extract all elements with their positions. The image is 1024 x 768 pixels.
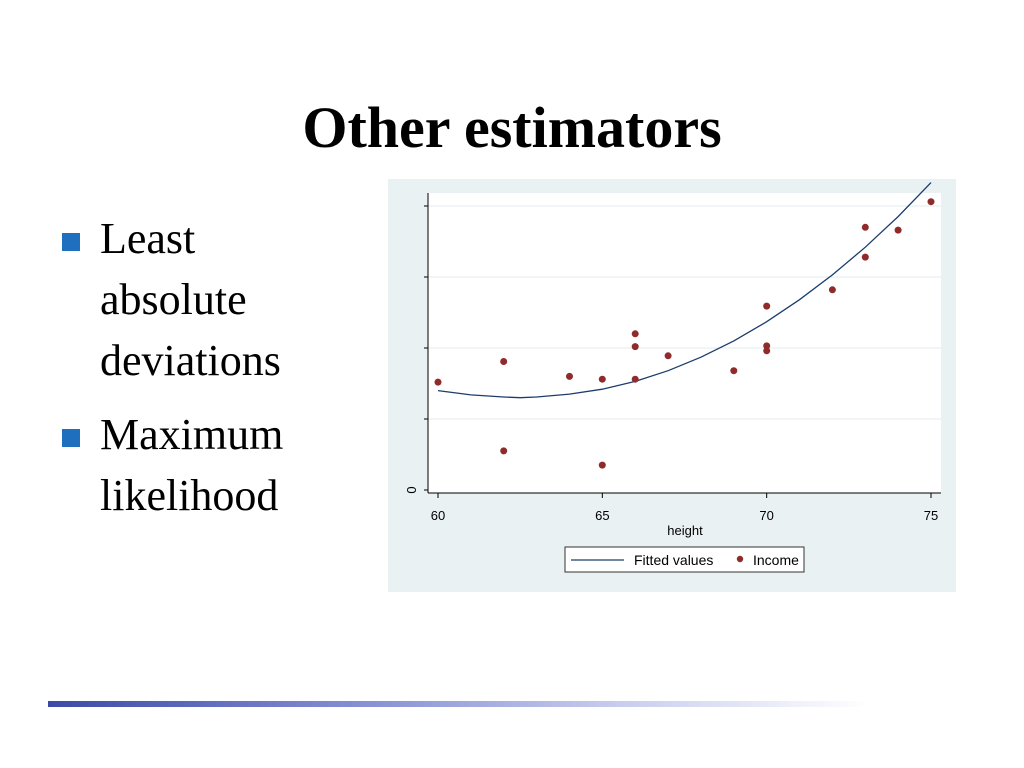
legend-point-swatch: [736, 555, 744, 563]
bullet-text: Least absolute deviations: [100, 208, 360, 391]
x-tick-label: 65: [595, 508, 609, 523]
bullet-line: absolute: [100, 275, 247, 324]
bullet-text: Maximum likelihood: [100, 404, 360, 526]
income-point: [631, 330, 639, 338]
bullet-marker-icon: [62, 429, 80, 447]
income-point: [566, 372, 573, 380]
income-point: [598, 461, 606, 469]
fitted-values-line: [437, 182, 932, 399]
income-point: [861, 223, 869, 231]
income-point: [828, 286, 836, 294]
footer-gradient-bar: [48, 701, 868, 707]
income-point: [763, 302, 771, 310]
x-tick-label: 70: [759, 508, 773, 523]
income-point: [500, 358, 508, 365]
income-point: [763, 342, 771, 350]
fitted-line-layer: [437, 182, 932, 399]
chart-panel: 60 65 70 75 0 height Fitted values Income: [388, 179, 956, 592]
income-point: [927, 198, 935, 206]
income-point: [598, 375, 606, 383]
income-point: [894, 226, 902, 234]
x-tick-label: 75: [924, 508, 938, 523]
scatter-chart: 60 65 70 75 0 height Fitted values Income: [404, 182, 941, 573]
income-point: [730, 367, 738, 375]
income-point: [763, 347, 771, 355]
y-tick-label: 0: [404, 486, 419, 493]
income-point: [434, 378, 442, 386]
grid-layer: [429, 205, 941, 420]
y-ticks: [424, 205, 428, 491]
bullet-line: Least: [100, 214, 196, 263]
income-point: [664, 352, 672, 360]
points-layer: [434, 198, 935, 469]
income-point: [631, 343, 639, 351]
x-axis-label: height: [667, 523, 703, 538]
bullet-line: deviations: [100, 336, 281, 385]
slide-title: Other estimators: [302, 95, 722, 160]
income-point: [861, 253, 869, 261]
x-tick-label: 60: [431, 508, 445, 523]
legend-label-fitted: Fitted values: [634, 552, 713, 568]
legend-label-income: Income: [753, 552, 799, 568]
legend: Fitted values Income: [564, 546, 805, 573]
bullet-marker-icon: [62, 233, 80, 251]
income-point: [631, 375, 639, 383]
plot-area: [428, 193, 941, 493]
bullet-line: Maximum: [100, 410, 284, 459]
income-point: [500, 447, 508, 455]
x-ticks: 60 65 70 75: [431, 493, 938, 523]
bullet-line: likelihood: [100, 471, 279, 520]
